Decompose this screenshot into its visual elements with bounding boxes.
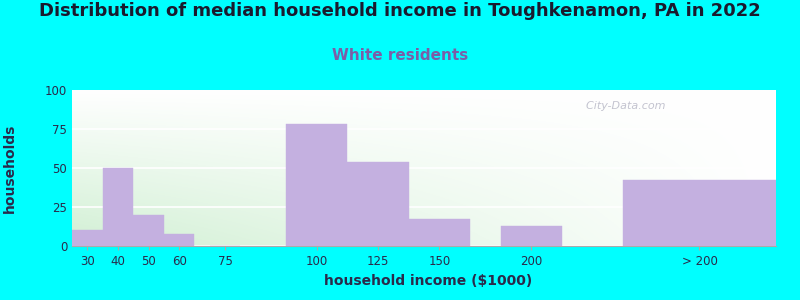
Text: household income ($1000): household income ($1000)	[324, 274, 532, 288]
Bar	[164, 233, 194, 246]
Bar	[72, 230, 102, 246]
Text: City-Data.com: City-Data.com	[579, 101, 666, 111]
Bar	[347, 162, 409, 246]
Text: Distribution of median household income in Toughkenamon, PA in 2022: Distribution of median household income …	[39, 2, 761, 20]
Text: White residents: White residents	[332, 48, 468, 63]
Bar	[286, 124, 347, 246]
Bar	[623, 181, 776, 246]
Bar	[409, 220, 470, 246]
Bar	[501, 226, 562, 246]
Bar	[134, 215, 164, 246]
Bar	[102, 168, 134, 246]
Text: households: households	[2, 123, 17, 213]
